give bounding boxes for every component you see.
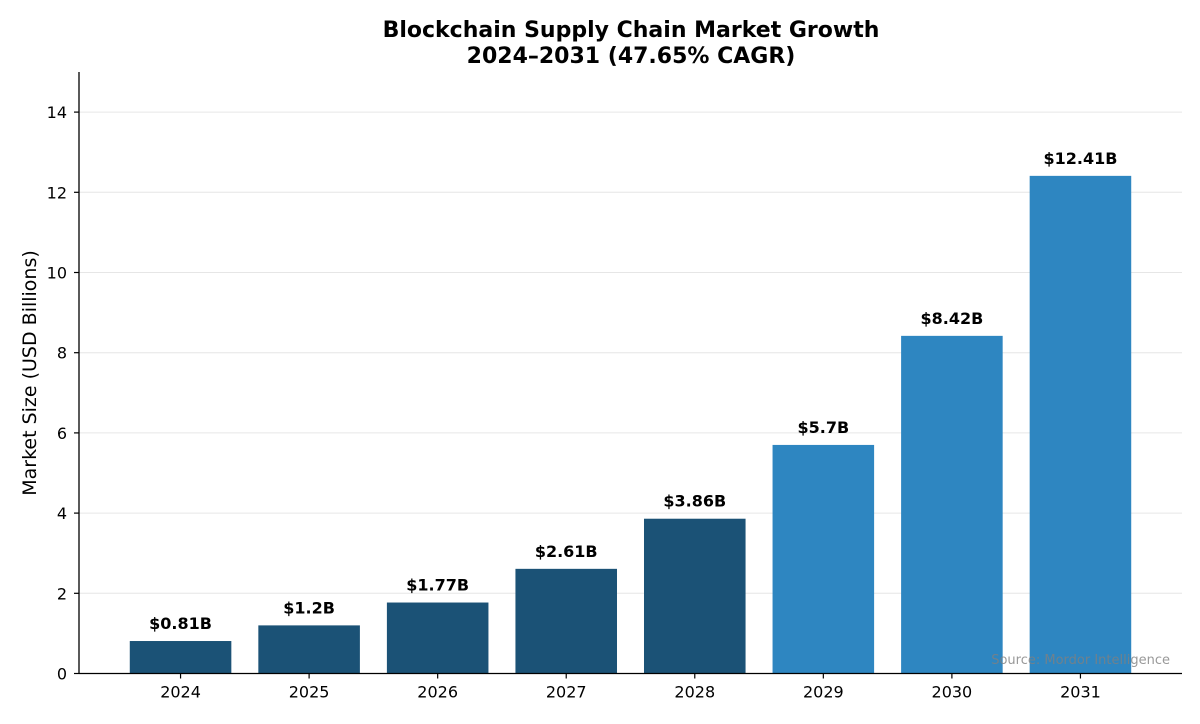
data-label-2028: $3.86B <box>663 492 726 511</box>
x-tick-label: 2030 <box>932 683 973 702</box>
data-label-2030: $8.42B <box>920 309 983 328</box>
y-tick-label: 2 <box>57 584 67 603</box>
y-tick-label: 6 <box>57 424 67 443</box>
source-annotation: Source: Mordor Intelligence <box>991 653 1170 668</box>
bar-2026 <box>386 602 489 674</box>
bar-2028 <box>643 518 746 674</box>
y-tick-label: 10 <box>47 264 67 283</box>
data-label-2027: $2.61B <box>535 542 598 561</box>
x-tick-label: 2025 <box>289 683 330 702</box>
x-tick-label: 2029 <box>803 683 844 702</box>
bar-2025 <box>258 625 360 674</box>
bar-2027 <box>515 568 618 674</box>
y-tick-label: 14 <box>47 103 67 122</box>
bar-2031 <box>1029 175 1132 674</box>
chart-subtitle: 2024–2031 (47.65% CAGR) <box>467 44 796 69</box>
y-tick-label: 4 <box>57 504 67 523</box>
chart-title: Blockchain Supply Chain Market Growth <box>383 18 880 43</box>
data-label-2024: $0.81B <box>149 614 212 633</box>
x-tick-label: 2028 <box>674 683 715 702</box>
y-tick-label: 0 <box>57 665 67 684</box>
y-tick-label: 12 <box>47 183 67 202</box>
bar-2024 <box>129 641 232 674</box>
y-axis-label: Market Size (USD Billions) <box>19 250 41 496</box>
data-label-2026: $1.77B <box>406 576 469 595</box>
data-label-2029: $5.7B <box>797 418 849 437</box>
x-tick-label: 2026 <box>417 683 458 702</box>
data-label-2031: $12.41B <box>1043 149 1117 168</box>
bar-2029 <box>772 444 875 674</box>
y-tick-label: 8 <box>57 344 67 363</box>
x-tick-label: 2024 <box>160 683 201 702</box>
x-tick-label: 2031 <box>1060 683 1101 702</box>
data-label-2025: $1.2B <box>283 598 335 617</box>
x-tick-label: 2027 <box>546 683 587 702</box>
bar-2030 <box>901 335 1003 674</box>
